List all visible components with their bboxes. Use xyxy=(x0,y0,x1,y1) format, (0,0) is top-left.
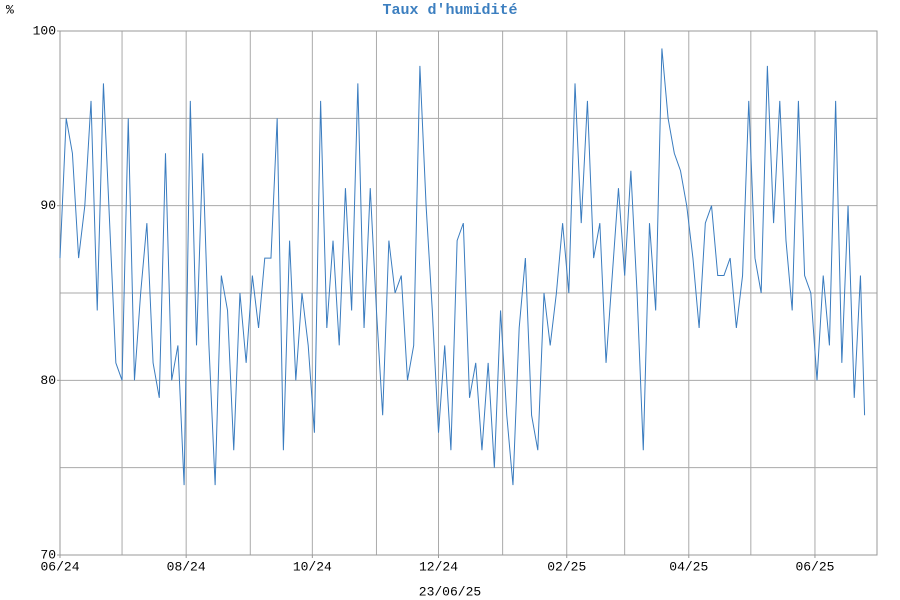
y-tick-label: 70 xyxy=(40,547,56,562)
x-tick-label: 06/24 xyxy=(40,559,79,574)
x-tick-label: 06/25 xyxy=(795,559,834,574)
data-line xyxy=(59,48,866,486)
chart-title: Taux d'humidité xyxy=(382,2,517,19)
x-tick-label: 02/25 xyxy=(547,559,586,574)
y-axis-label: % xyxy=(6,2,14,17)
x-tick-label: 12/24 xyxy=(419,559,458,574)
y-tick-label: 80 xyxy=(40,373,56,388)
x-tick-label: 04/25 xyxy=(669,559,708,574)
x-axis-label: 23/06/25 xyxy=(419,584,481,599)
x-tick-label: 10/24 xyxy=(293,559,332,574)
x-tick-label: 08/24 xyxy=(167,559,206,574)
plot-frame xyxy=(59,30,878,556)
y-tick-label: 100 xyxy=(33,23,56,38)
y-tick-label: 90 xyxy=(40,198,56,213)
